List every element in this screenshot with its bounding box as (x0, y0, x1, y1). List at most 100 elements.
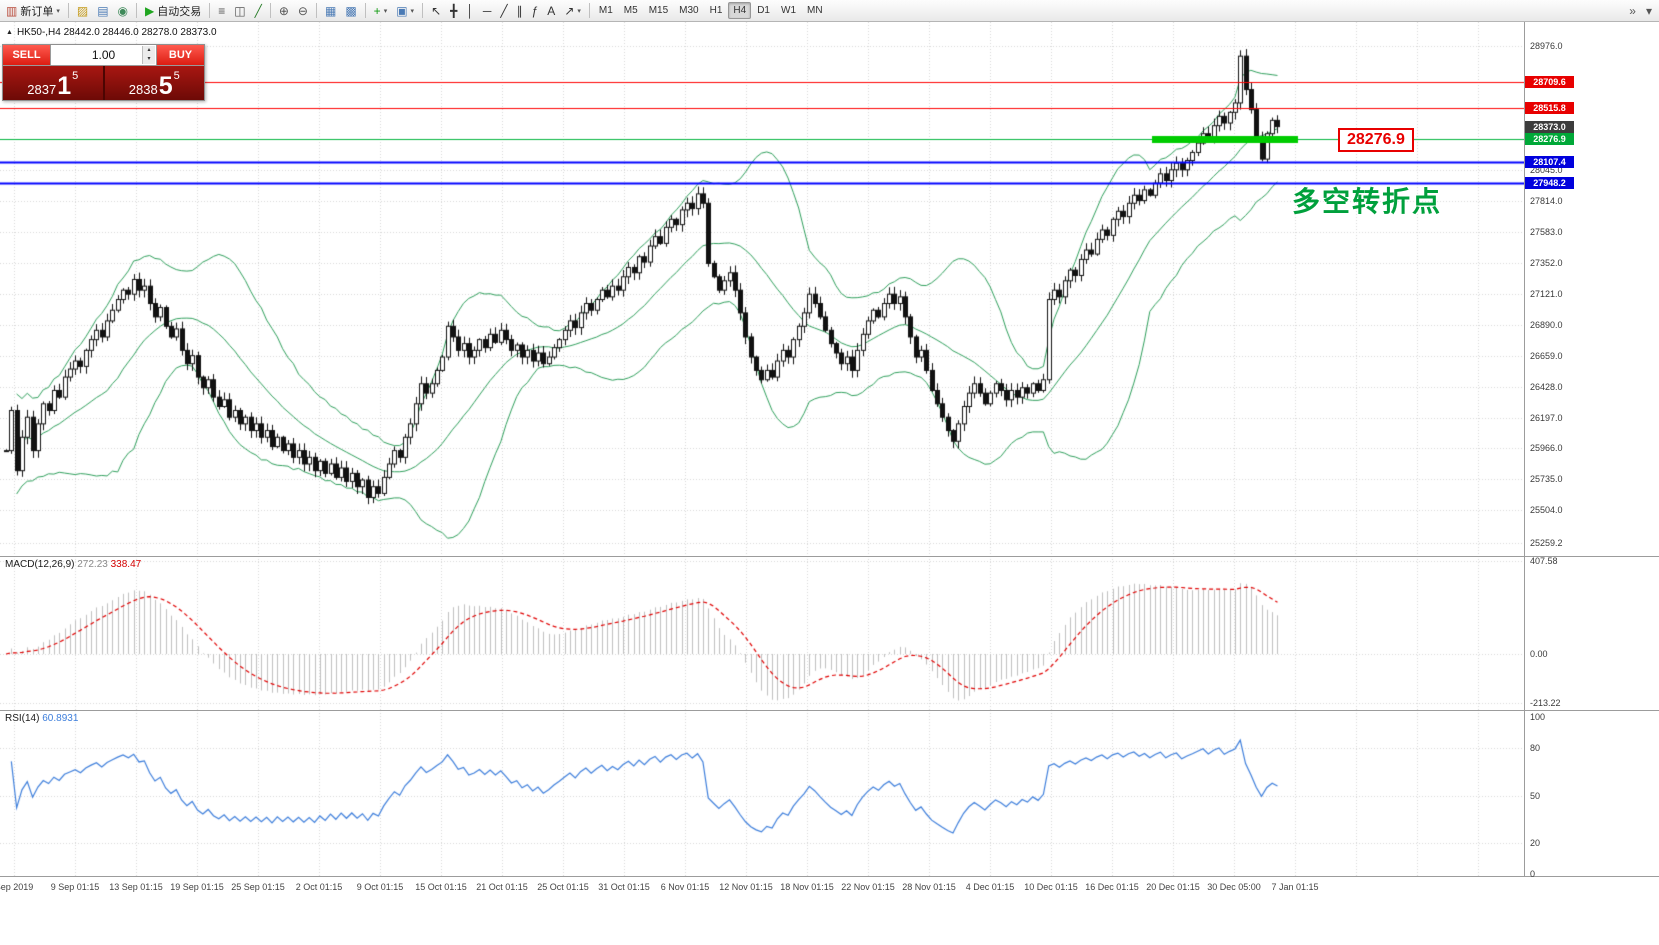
timeframe-m1-button[interactable]: M1 (598, 5, 613, 16)
price-axis-tick: 25966.0 (1530, 443, 1563, 454)
price-axis-tick: 27352.0 (1530, 258, 1563, 269)
time-axis-label: 22 Nov 01:15 (841, 882, 895, 892)
price-level-callout[interactable]: 28276.9 (1338, 128, 1414, 152)
volume-up-button[interactable]: ▴ (143, 46, 155, 55)
price-decimal: 5 (173, 70, 180, 82)
chart-profiles-button[interactable]: ▨ (73, 1, 92, 20)
navigator-button[interactable]: ◉ (114, 1, 132, 20)
arrows-button[interactable]: ↗ ▾ (560, 1, 585, 20)
channel-button[interactable]: ∥ (513, 1, 527, 20)
indicators-button[interactable]: + ▾ (370, 1, 392, 20)
toolbar-overflow-icon: » (1629, 3, 1636, 18)
fibonacci-button[interactable]: ƒ (528, 1, 543, 20)
buy-button[interactable]: BUY (157, 45, 204, 65)
time-axis-label: 2 Oct 01:15 (295, 882, 343, 892)
time-axis-label: 9 Sep 01:15 (50, 882, 100, 892)
horizontal-line-button[interactable]: ─ (479, 1, 496, 20)
price-chart-canvas[interactable] (0, 22, 1524, 556)
timeframe-d1-button[interactable]: D1 (757, 5, 770, 16)
window-menu-icon: ▾ (1645, 3, 1652, 18)
rsi-panel-separator[interactable] (0, 710, 1659, 711)
candlestick-chart-icon: ◫ (234, 3, 246, 18)
timeframe-m15-button[interactable]: M15 (648, 5, 669, 16)
trendline-button[interactable]: ╱ (496, 1, 511, 20)
zoom-out-button[interactable]: ⊖ (294, 1, 312, 20)
timeframe-m30-button[interactable]: M30 (679, 5, 699, 16)
window-menu-button[interactable]: ▾ (1642, 1, 1656, 20)
price-axis-tick: 27121.0 (1530, 289, 1563, 300)
toolbar-buttons: ▥ 新订单 ▾ ▨ ▤ ◉ ▶ 自动交易 ≡ ◫ ╱ ⊕ ⊖ ▦ ▩ + ▾ ▣ ▾ ↖ ╋ │ ─ ╱ ∥ ƒ A ↗ ▾ M1 M5 M1… (2, 0, 828, 21)
turning-point-annotation[interactable]: 多空转折点 (1292, 186, 1443, 217)
time-axis-label: 21 Oct 01:15 (476, 882, 528, 892)
timeframe-h1-button[interactable]: H1 (709, 5, 723, 16)
timeframe-m5-button[interactable]: M5 (623, 5, 638, 16)
zoom-in-button[interactable]: ⊕ (275, 1, 293, 20)
sell-button[interactable]: SELL (3, 45, 50, 65)
price-digits: 2838 (128, 81, 158, 97)
timeframe-w1-button[interactable]: W1 (781, 5, 796, 16)
price-axis-tick: 27583.0 (1530, 227, 1563, 238)
time-axis-label: 31 Oct 01:15 (598, 882, 650, 892)
price-level-badge: 28515.8 (1525, 101, 1574, 114)
buy-price[interactable]: 2838 5 5 (102, 66, 204, 100)
sell-price[interactable]: 2837 1 5 (3, 66, 103, 100)
arrows-icon: ↗ (564, 3, 575, 18)
new-order-button-label: 新订单 (20, 5, 54, 18)
horizontal-line-icon: ─ (482, 3, 492, 18)
bar-chart-icon: ≡ (218, 3, 226, 18)
price-level-badge: 27948.2 (1525, 177, 1574, 190)
trendline-icon: ╱ (500, 3, 508, 18)
bar-chart-button[interactable]: ≡ (214, 1, 229, 20)
time-axis-label: Sep 2019 (0, 882, 34, 892)
macd-value-main: 272.23 (77, 559, 108, 570)
candlestick-chart-button[interactable]: ◫ (230, 1, 249, 20)
macd-panel-separator[interactable] (0, 556, 1659, 557)
price-axis-tick: 25259.2 (1530, 538, 1563, 548)
channel-icon: ∥ (516, 3, 523, 18)
templates-button[interactable]: ▣ ▾ (392, 1, 418, 20)
market-watch-button[interactable]: ▤ (93, 1, 112, 20)
macd-axis-tick: -213.22 (1530, 697, 1561, 708)
tile-windows-button[interactable]: ▦ (321, 1, 340, 20)
rsi-panel-canvas[interactable] (0, 710, 1524, 876)
one-click-trading-panel: SELL 1.00 ▴ ▾ BUY 2837 1 5 2838 5 5 (2, 44, 205, 101)
new-order-icon: ▥ (6, 3, 18, 18)
toolbar-separator (315, 3, 317, 18)
rsi-axis-tick: 50 (1530, 790, 1541, 801)
line-chart-button[interactable]: ╱ (251, 1, 266, 20)
price-axis-tick: 25504.0 (1530, 505, 1563, 516)
time-axis-label: 10 Dec 01:15 (1024, 882, 1078, 892)
time-axis-label: 18 Nov 01:15 (780, 882, 834, 892)
price-axis-tick: 26197.0 (1530, 412, 1563, 423)
caret-down-icon: ▾ (577, 7, 581, 15)
vertical-line-button[interactable]: │ (462, 1, 478, 20)
indicators-icon: + (373, 3, 381, 18)
arrange-charts-button[interactable]: ▩ (341, 1, 360, 20)
time-axis-label: 30 Dec 05:00 (1207, 882, 1261, 892)
time-axis-label: 16 Dec 01:15 (1085, 882, 1139, 892)
volume-field[interactable]: 1.00 ▴ ▾ (50, 45, 157, 65)
timeframe-h4-button[interactable]: H4 (728, 2, 752, 19)
fibonacci-icon: ƒ (531, 3, 539, 18)
price-big-digit: 1 (57, 71, 72, 100)
time-axis[interactable]: Sep 2019 9 Sep 01:15 13 Sep 01:15 19 Sep 01… (0, 877, 1659, 945)
macd-indicator-label: MACD(12,26,9) 272.23 338.47 (5, 559, 141, 570)
cursor-button[interactable]: ↖ (427, 1, 445, 20)
crosshair-button[interactable]: ╋ (446, 1, 461, 20)
text-button[interactable]: A (543, 1, 559, 20)
new-order-button[interactable]: ▥ 新订单 ▾ (2, 1, 64, 20)
price-digits: 2837 (27, 81, 57, 97)
chart-profiles-icon: ▨ (76, 3, 89, 18)
time-axis-label: 20 Dec 01:15 (1146, 882, 1200, 892)
toolbar-separator (136, 3, 138, 18)
macd-axis-tick: 407.58 (1530, 556, 1558, 566)
timeframe-mn-button[interactable]: MN (807, 5, 823, 16)
time-axis-label: 7 Jan 01:15 (1271, 882, 1319, 892)
volume-spinner: ▴ ▾ (142, 46, 155, 64)
macd-panel-canvas[interactable] (0, 556, 1524, 710)
time-axis-label: 25 Sep 01:15 (231, 882, 285, 892)
macd-value-signal: 338.47 (110, 559, 142, 570)
volume-down-button[interactable]: ▾ (143, 55, 155, 64)
autotrading-button[interactable]: ▶ 自动交易 (141, 1, 205, 20)
toolbar-overflow-button[interactable]: » (1625, 1, 1640, 20)
